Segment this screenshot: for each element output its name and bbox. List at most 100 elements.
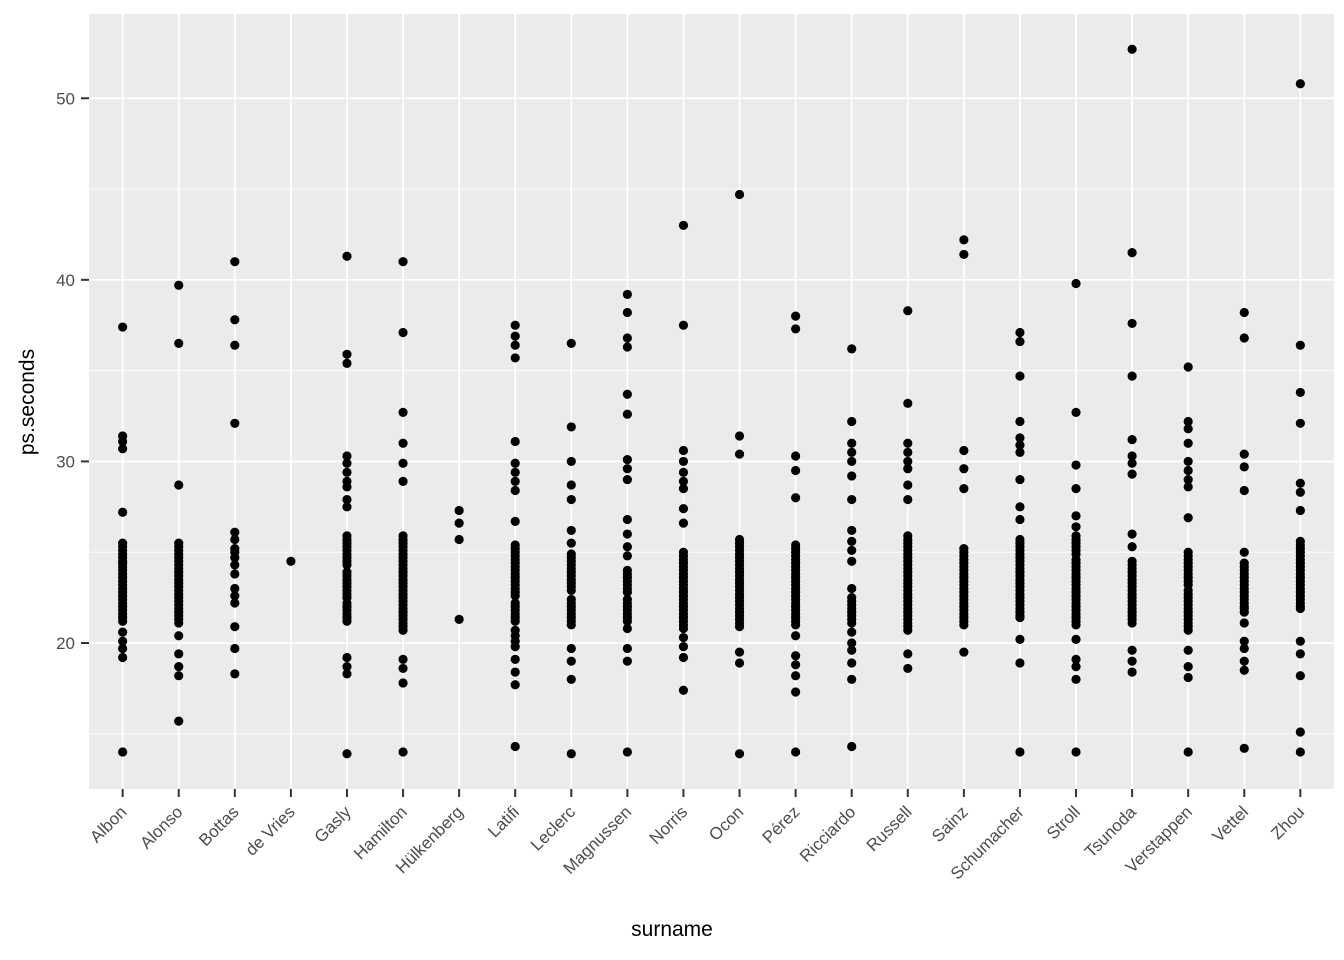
data-point — [566, 538, 576, 548]
data-point — [1183, 465, 1193, 476]
data-point — [118, 444, 128, 454]
x-tick-label: Ricciardo — [796, 802, 860, 866]
data-point — [510, 654, 520, 664]
data-point — [1239, 665, 1249, 675]
data-point — [230, 553, 240, 563]
data-point — [1295, 505, 1305, 516]
data-point — [230, 569, 240, 579]
data-point — [566, 749, 576, 759]
data-point — [791, 747, 801, 757]
data-point — [903, 438, 913, 448]
data-point — [1015, 447, 1025, 457]
x-axis-title: surname — [631, 918, 713, 941]
data-point — [566, 674, 576, 684]
data-point — [230, 622, 240, 632]
data-point — [174, 480, 184, 490]
data-point — [678, 220, 689, 230]
data-point — [230, 534, 240, 545]
data-point — [622, 643, 632, 654]
data-point — [791, 671, 801, 681]
data-point — [622, 587, 632, 597]
data-point — [1127, 318, 1137, 329]
data-point — [1295, 603, 1305, 614]
data-point — [118, 322, 128, 332]
x-tick-label: Leclerc — [527, 802, 580, 855]
data-point — [1071, 484, 1081, 494]
data-point — [1239, 307, 1249, 318]
data-point — [678, 623, 689, 634]
data-point — [734, 622, 745, 632]
data-point — [566, 656, 576, 666]
data-point — [1239, 333, 1249, 343]
data-point — [903, 398, 913, 408]
data-point — [1071, 620, 1081, 630]
data-point — [678, 484, 689, 494]
data-point — [1183, 625, 1193, 635]
data-point — [1183, 513, 1193, 523]
data-point — [791, 493, 801, 503]
data-point — [903, 494, 913, 505]
data-point — [791, 324, 801, 334]
data-point — [174, 662, 184, 672]
data-point — [847, 344, 857, 354]
data-point — [1015, 612, 1025, 623]
y-tick-label: 40 — [56, 271, 75, 290]
data-point — [510, 485, 520, 496]
data-point — [1295, 636, 1305, 646]
data-point — [903, 447, 913, 457]
data-point — [622, 656, 632, 666]
data-point — [903, 663, 913, 674]
data-point — [1127, 645, 1137, 655]
data-point — [1015, 327, 1025, 338]
data-point — [678, 445, 689, 456]
data-point — [1015, 440, 1025, 450]
data-point — [1183, 362, 1193, 372]
x-tick-label: Stroll — [1043, 802, 1084, 843]
data-point — [510, 516, 520, 526]
data-point — [398, 747, 408, 757]
data-point — [847, 618, 857, 628]
data-point — [1295, 79, 1305, 89]
data-point — [1127, 371, 1137, 381]
x-tick-label: Latifi — [484, 802, 523, 841]
data-point — [847, 447, 857, 457]
data-point — [734, 449, 745, 459]
data-point — [174, 338, 184, 348]
data-point — [1127, 529, 1137, 539]
data-point — [1071, 747, 1081, 757]
data-point — [118, 436, 128, 447]
data-point — [566, 456, 576, 467]
data-point — [230, 527, 240, 537]
data-point — [1183, 424, 1193, 434]
data-point — [342, 669, 352, 679]
data-point — [959, 235, 969, 245]
data-point — [1015, 336, 1025, 347]
data-point — [118, 627, 128, 637]
data-point — [847, 438, 857, 448]
data-point — [398, 678, 408, 688]
data-point — [566, 338, 576, 348]
data-point — [1239, 656, 1249, 666]
data-point — [678, 632, 689, 643]
x-tick-label: Russell — [863, 802, 916, 855]
data-point — [622, 514, 632, 525]
x-tick-label: Ocon — [705, 802, 747, 844]
data-point — [622, 455, 632, 465]
data-point — [174, 671, 184, 681]
data-point — [1295, 649, 1305, 659]
data-point — [791, 451, 801, 461]
data-point — [1127, 451, 1137, 461]
data-point — [678, 320, 689, 330]
data-point — [1183, 416, 1193, 427]
data-point — [734, 431, 745, 441]
data-point — [1127, 618, 1137, 628]
data-point — [1127, 458, 1137, 468]
data-point — [342, 349, 352, 359]
data-point — [791, 651, 801, 661]
data-point — [959, 445, 969, 456]
data-point — [1295, 478, 1305, 488]
data-point — [510, 467, 520, 477]
data-point — [1071, 460, 1081, 470]
data-point — [1127, 656, 1137, 666]
